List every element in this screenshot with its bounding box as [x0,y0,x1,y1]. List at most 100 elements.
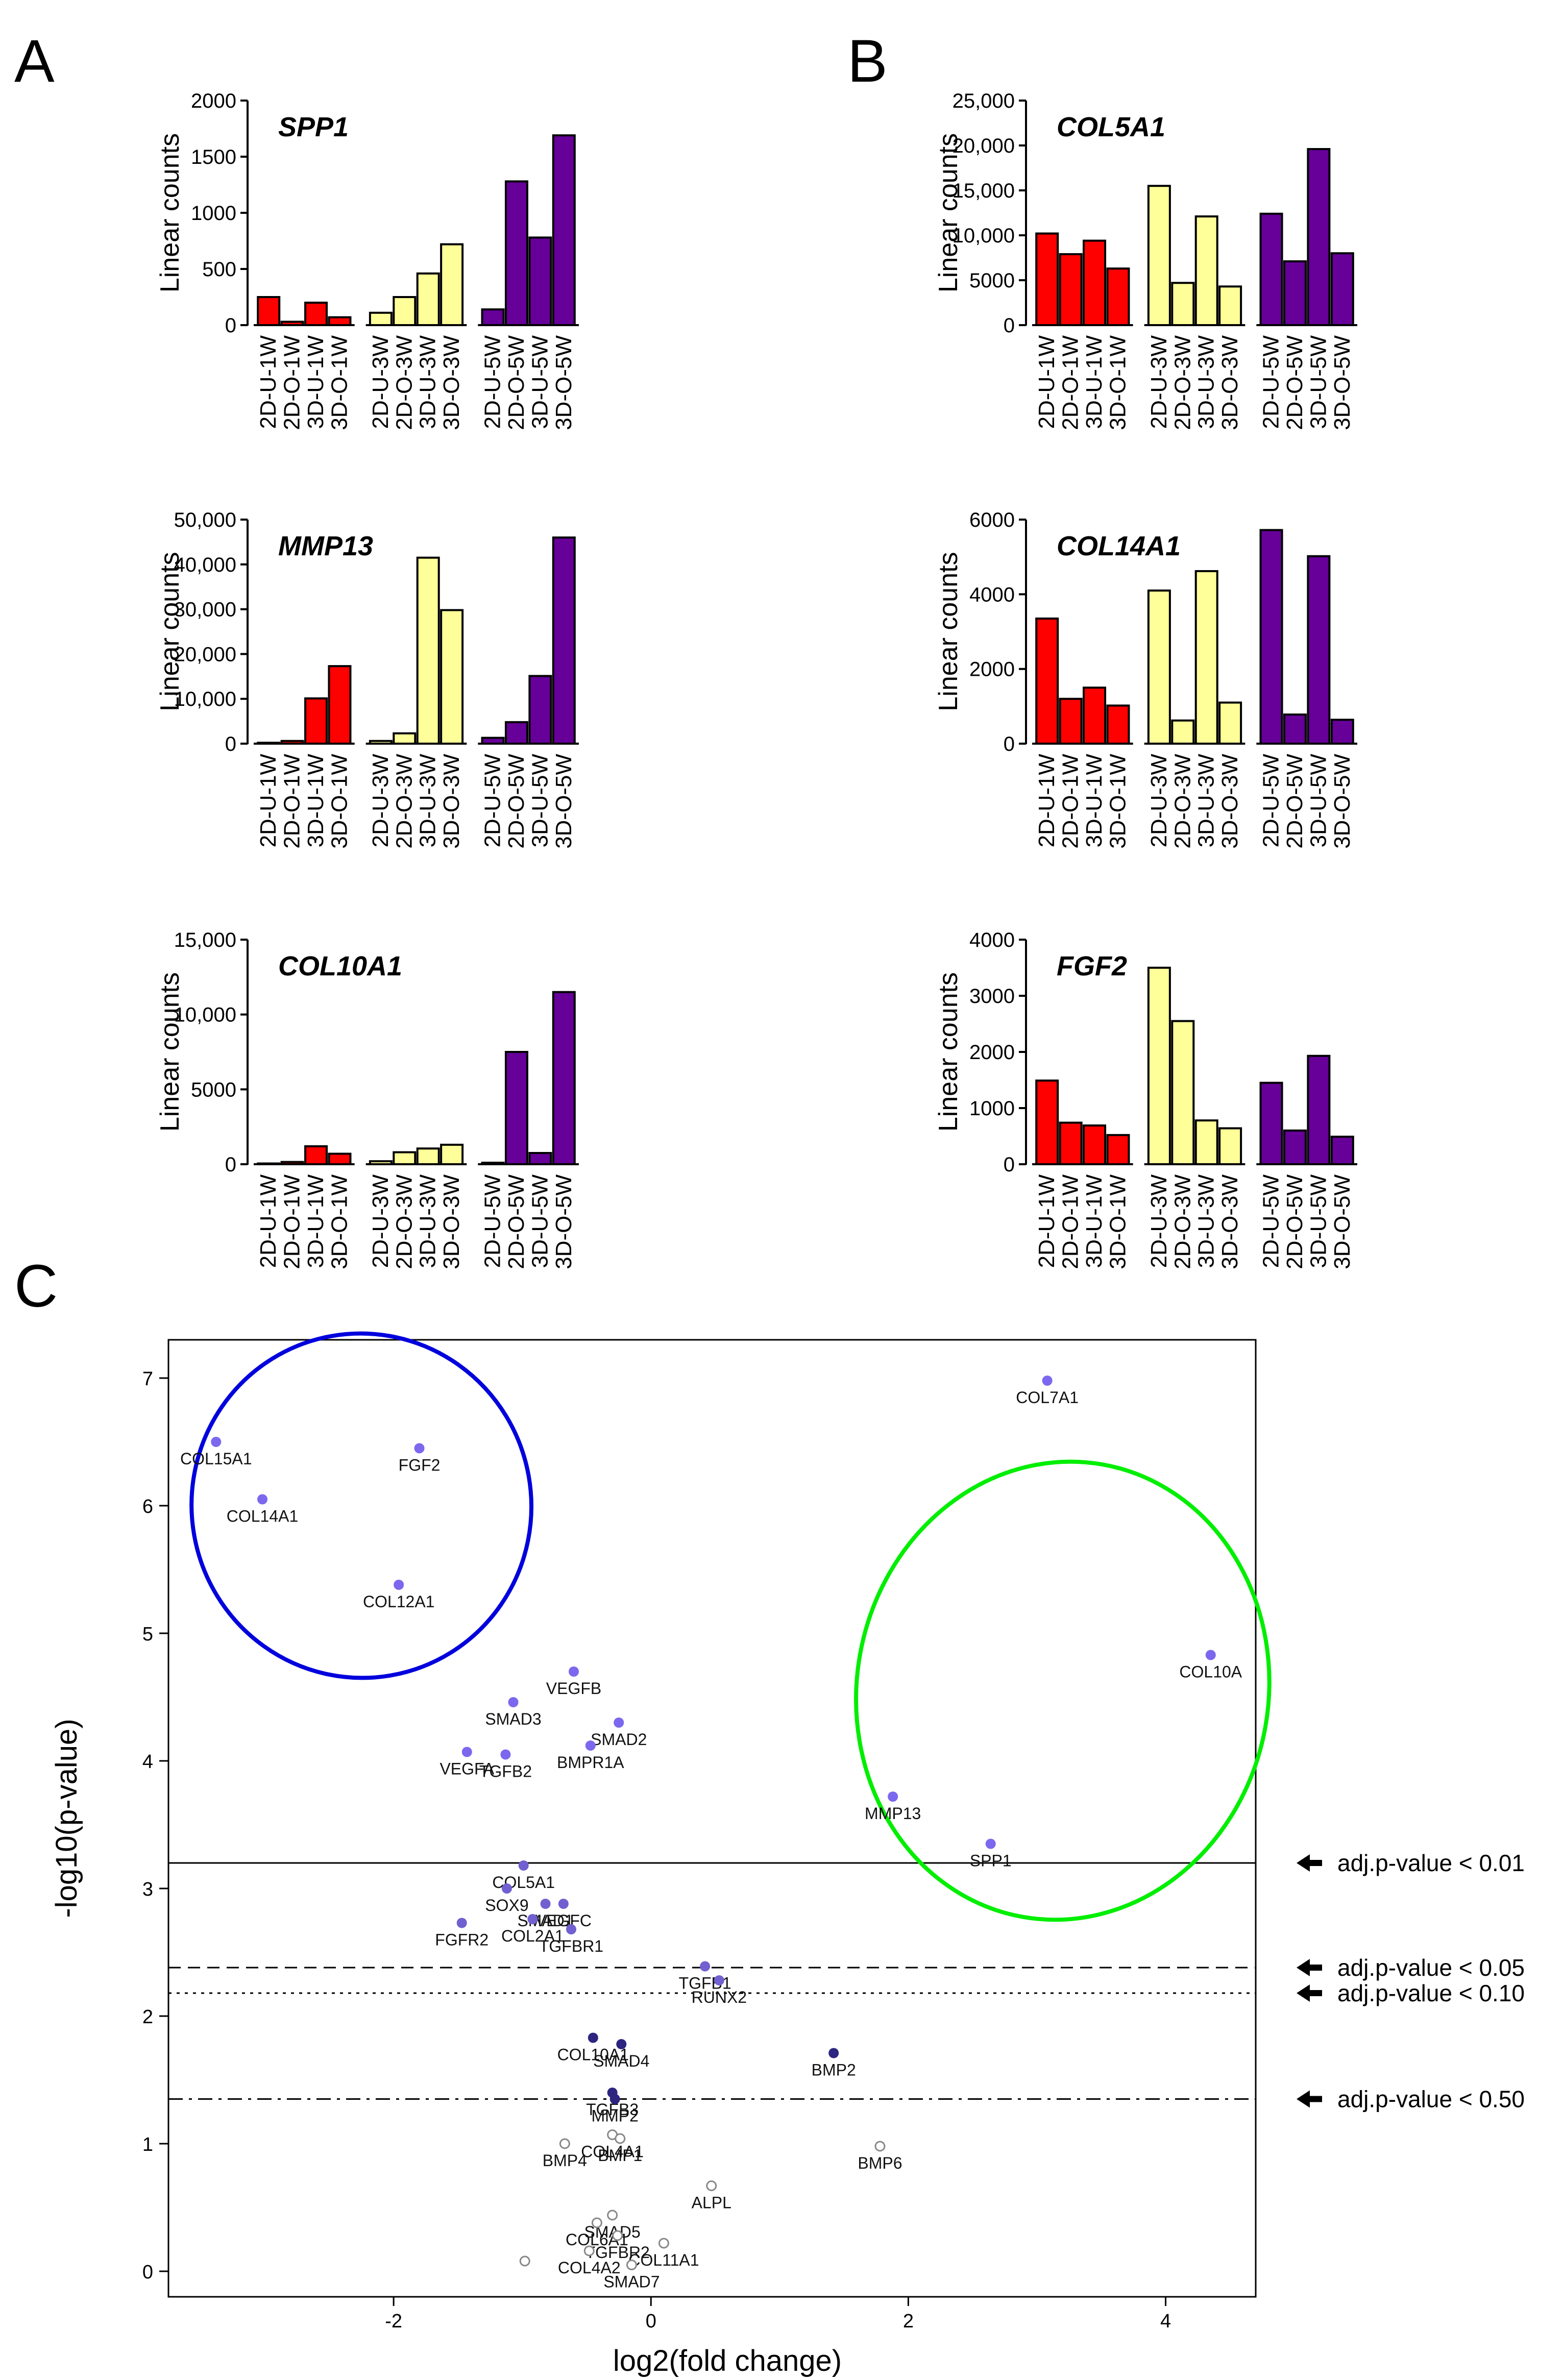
bar [1171,719,1195,745]
point-label: VEGFA [439,1760,494,1778]
y-tick-label: 10,000 [174,688,236,710]
y-tick-label: 25,000 [953,90,1015,112]
bar [1171,282,1195,327]
category-label: 3D-U-3W [416,754,441,848]
y-axis-label: -log10(p-value) [50,1719,83,1918]
y-tick-label: 5000 [969,269,1015,292]
chart-title: FGF2 [1057,951,1127,982]
point-label: VEGFB [546,1679,601,1698]
bar [528,675,552,745]
point-label: SOX9 [485,1896,528,1915]
y-tick-label: 0 [1004,733,1015,755]
category-label: 3D-U-3W [416,1174,441,1268]
point [527,1914,538,1924]
category-label: 3D-O-5W [1330,1174,1355,1269]
arrow-left-icon [1297,1854,1322,1872]
category-label: 2D-O-5W [1282,754,1307,849]
bar [1059,1121,1083,1166]
y-tick-label: 50,000 [174,509,236,531]
bar [1307,148,1331,326]
point [211,1437,222,1447]
bar [1083,1124,1107,1166]
category-label: 3D-O-5W [551,1174,576,1269]
bar [552,536,576,745]
y-tick-label: 1500 [191,146,236,168]
bar-chart-fgf2: 0 1000 2000 3000 4000 Linear counts FGF2 2D-U-1… [934,929,1357,1269]
category-label: 2D-O-1W [280,335,305,430]
point [1205,1650,1216,1660]
category-label: 2D-O-1W [280,1174,305,1269]
point [1042,1376,1053,1386]
category-label: 3D-O-5W [551,754,576,849]
bar [369,311,393,326]
chart-title: MMP13 [278,531,373,561]
point [985,1838,996,1849]
point-label: TGFBR2 [585,2243,650,2262]
y-tick-label: 40,000 [174,554,236,576]
bar [1218,701,1242,745]
category-label: 2D-O-5W [504,1174,529,1269]
category-label: 2D-U-3W [1146,1174,1171,1268]
y-tick-label: 0 [1004,1154,1015,1176]
bar [328,665,352,745]
category-label: 2D-O-3W [392,1174,417,1269]
bar [1083,686,1107,745]
point [566,1924,576,1934]
arrow-left-icon [1297,1984,1322,2002]
bar [440,609,464,745]
bar-chart-col5a1: 0 5000 10,000 15,000 20,000 25,000 Linear coun… [934,90,1357,430]
category-label: 3D-U-1W [303,1174,328,1268]
y-tick-label: 7 [142,1368,153,1390]
category-label: 2D-U-3W [1146,754,1171,848]
point-label: COL14A1 [227,1507,299,1526]
category-label: 3D-O-1W [327,335,352,430]
category-label: 3D-U-5W [1306,754,1331,848]
point-label: ALPL [692,2194,731,2212]
bar-charts-group: 0 500 1000 1500 2000 Linear counts SPP1 2D-U-1W… [155,90,1357,1269]
bar [328,316,352,326]
bar [1147,967,1171,1165]
bar [1330,252,1354,327]
bar [1194,570,1218,745]
category-label: 3D-O-1W [327,754,352,849]
bar [504,721,528,745]
bar [393,732,417,745]
bar [1035,617,1059,745]
bar [1259,1082,1283,1165]
bar [393,296,417,326]
point-label: COL10A1 [557,2046,629,2064]
category-label: 2D-O-3W [392,335,417,430]
category-label: 2D-O-3W [1170,335,1195,430]
point-label: BMP1 [598,2146,642,2165]
category-label: 2D-U-3W [1146,335,1171,429]
category-label: 2D-U-1W [1034,1174,1059,1268]
bar [528,236,552,326]
category-label: 2D-O-5W [1282,1174,1307,1269]
category-label: 2D-O-1W [1058,335,1083,430]
category-label: 3D-O-3W [1217,335,1242,430]
point-label: COL4A2 [558,2259,621,2277]
threshold-label: adj.p-value < 0.05 [1337,1954,1525,1981]
y-tick-label: 3 [142,1879,153,1900]
category-label: 3D-O-5W [551,335,576,430]
category-label: 2D-U-5W [480,335,505,429]
bar [1307,555,1331,745]
category-label: 3D-U-1W [1082,335,1107,429]
bar [416,556,440,745]
point-label: COL10A [1179,1663,1242,1681]
bar [304,697,328,745]
bar-chart-col10a1: 0 5000 10,000 15,000 Linear counts COL10A1 2D-… [155,929,579,1269]
point [414,1443,425,1454]
highlight-ellipse [189,1331,533,1680]
category-label: 3D-U-1W [1082,1174,1107,1268]
point-label: BMPR1A [557,1753,624,1772]
bar [393,1151,417,1166]
point-label: COL4A1 [581,2143,644,2161]
bar [1106,267,1130,326]
bar [528,1152,552,1165]
bar [1330,1136,1354,1166]
category-label: 2D-O-1W [1058,1174,1083,1269]
point [500,1749,511,1760]
point-label: COL15A1 [180,1450,252,1468]
point-label: SMAD1 [517,1911,573,1930]
